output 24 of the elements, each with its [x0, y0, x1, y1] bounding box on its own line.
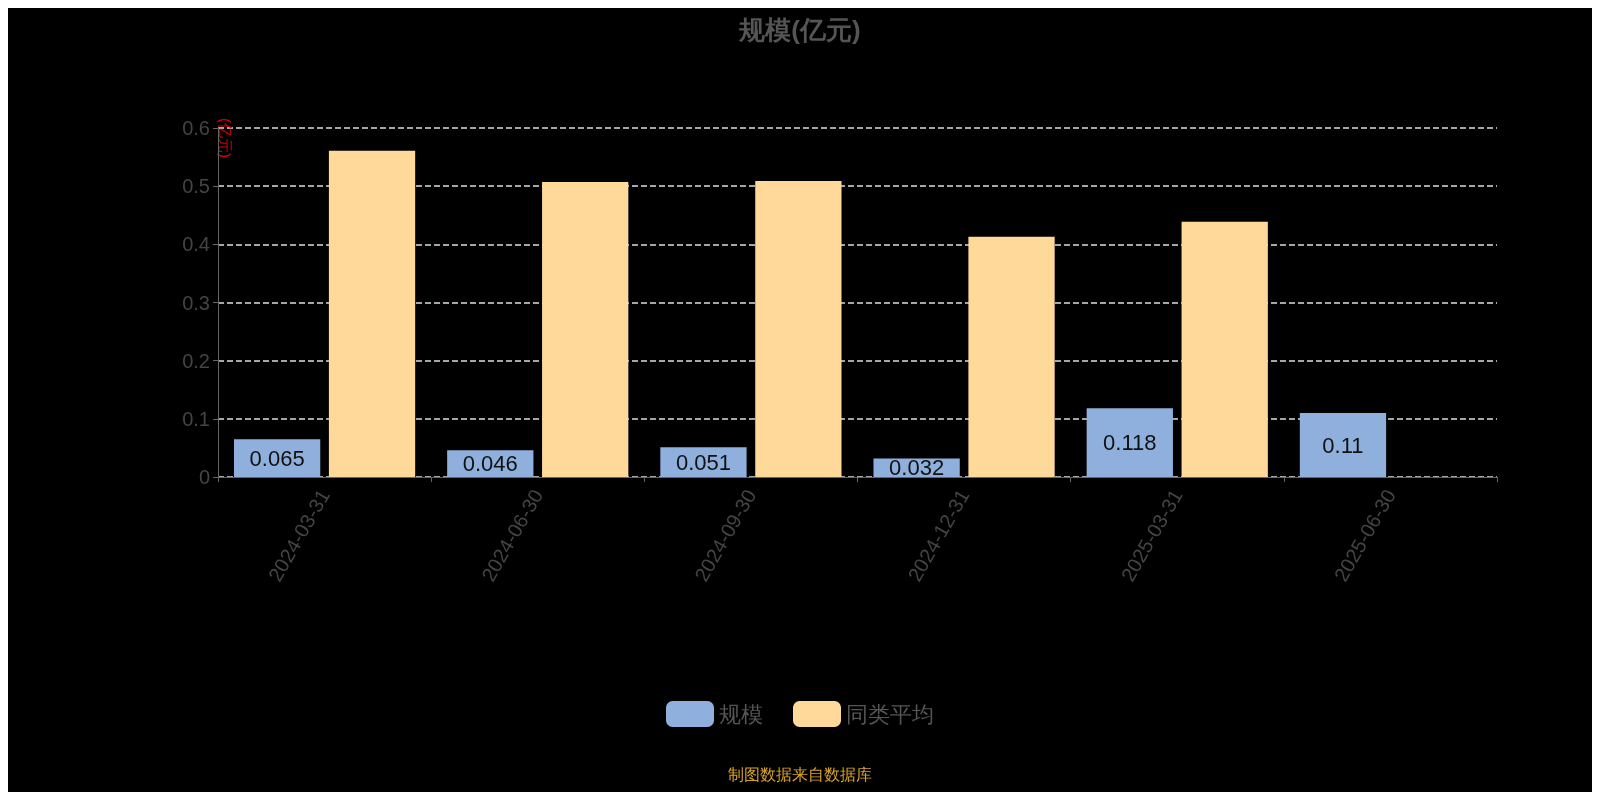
chart-title: 规模(亿元)	[738, 15, 861, 45]
bar	[968, 236, 1055, 477]
data-label: 0.065	[249, 445, 305, 471]
bar	[328, 150, 416, 477]
bar	[1086, 408, 1173, 477]
bar	[1299, 413, 1387, 477]
data-label: 0.118	[1103, 430, 1157, 456]
y-tick-label: 0.2	[182, 349, 210, 372]
text: 制图数据来自数据库	[728, 765, 872, 783]
legend-label: 同类平均	[846, 701, 934, 727]
bar	[1181, 221, 1268, 477]
y-tick-label: 0.3	[182, 291, 210, 314]
y-tick-label: 0.5	[182, 175, 210, 198]
data-label: 0.046	[462, 451, 518, 477]
y-tick-label: 0.6	[182, 117, 210, 139]
bar	[542, 182, 629, 477]
data-label: 0.032	[889, 455, 945, 481]
data-label: 0.11	[1322, 432, 1364, 458]
y-tick-label: 0.1	[182, 407, 210, 430]
data-label: 0.051	[675, 449, 731, 475]
legend-label: 规模	[719, 701, 763, 727]
y-tick-label: 0	[198, 466, 210, 488]
bar	[755, 180, 842, 477]
y-tick-label: 0.4	[182, 233, 210, 256]
